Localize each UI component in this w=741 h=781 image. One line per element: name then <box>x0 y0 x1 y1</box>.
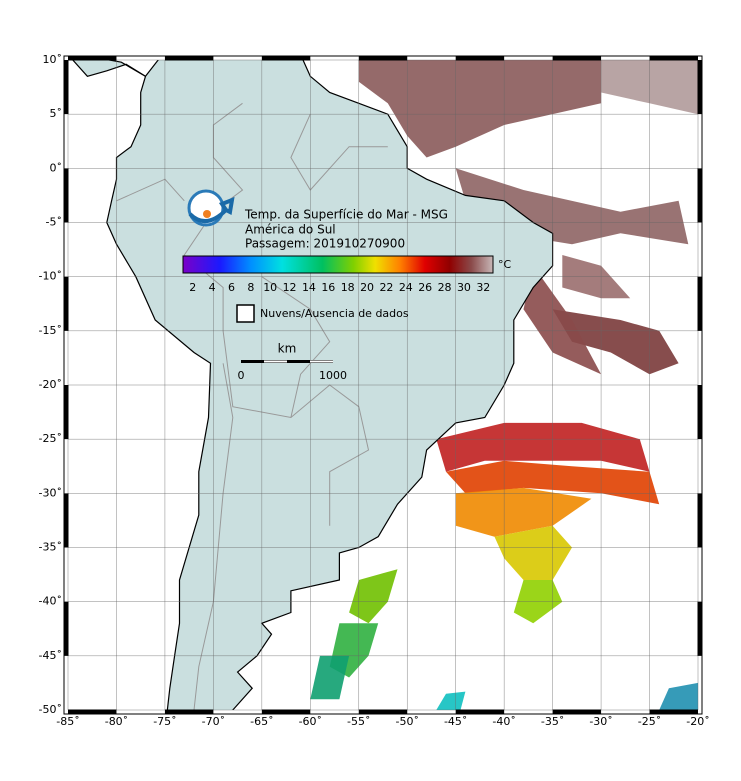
lon-label: -35˚ <box>541 715 564 728</box>
lat-label: -40˚ <box>39 595 62 608</box>
lat-label: -15˚ <box>39 324 62 337</box>
logo-dot <box>203 210 211 218</box>
sst-patch <box>310 655 350 700</box>
colorbar-tick-label: 32 <box>476 281 490 294</box>
lon-label: -20˚ <box>686 715 709 728</box>
colorbar-tick-label: 8 <box>247 281 254 294</box>
lat-label: 0˚ <box>50 161 63 174</box>
no-data-swatch <box>236 304 255 323</box>
map-body <box>68 60 698 710</box>
lon-label: -50˚ <box>395 715 418 728</box>
region: América do Sul <box>245 223 336 237</box>
lon-label: -65˚ <box>250 715 273 728</box>
scale-end: 1000 <box>319 369 347 382</box>
lat-label: -35˚ <box>39 541 62 554</box>
lat-label: 10˚ <box>43 53 63 66</box>
lat-label: -45˚ <box>39 649 62 662</box>
scale-bar-segment <box>310 360 333 363</box>
scale-start: 0 <box>238 369 245 382</box>
lon-label: -25˚ <box>638 715 661 728</box>
sst-patch <box>455 487 592 537</box>
logo-arrow <box>188 196 235 223</box>
colorbar-tick-label: 4 <box>209 281 216 294</box>
border-line <box>261 276 331 418</box>
lat-label: -50˚ <box>39 703 62 716</box>
legend: Temp. da Superfície do Mar - MSG América… <box>182 189 512 382</box>
sst-patch <box>552 309 679 375</box>
colorbar-tick-label: 22 <box>379 281 393 294</box>
sst-patch <box>349 569 398 624</box>
colorbar-unit: °C <box>498 258 512 271</box>
coordinate-labels: 10˚ 5˚ 0˚ -5˚ -10˚ -15˚ -20˚ -25˚ -30˚ -35˚ -40˚ -4… <box>39 53 710 728</box>
colorbar-tick-label: 16 <box>321 281 335 294</box>
lon-label: -60˚ <box>299 715 322 728</box>
pass: Passagem: 201910270900 <box>245 237 405 251</box>
scale-unit: km <box>278 342 297 356</box>
colorbar-tick-label: 10 <box>263 281 277 294</box>
lon-label: -80˚ <box>105 715 128 728</box>
scale-bar-segment <box>264 360 287 363</box>
title: Temp. da Superfície do Mar - MSG <box>244 208 448 222</box>
lon-label: -40˚ <box>492 715 515 728</box>
lon-label: -30˚ <box>589 715 612 728</box>
lon-label: -55˚ <box>347 715 370 728</box>
lat-label: -25˚ <box>39 432 62 445</box>
lat-label: -30˚ <box>39 486 62 499</box>
colorbar-tick-label: 26 <box>418 281 432 294</box>
land <box>71 60 146 77</box>
lon-label: -70˚ <box>202 715 225 728</box>
colorbar-tick-label: 12 <box>283 281 297 294</box>
lat-label: -5˚ <box>46 216 62 229</box>
colorbar-tick-label: 14 <box>302 281 316 294</box>
lon-label: -45˚ <box>444 715 467 728</box>
colorbar-tick-label: 28 <box>438 281 452 294</box>
sst-patch <box>659 682 698 710</box>
colorbar-tick-label: 6 <box>228 281 235 294</box>
colorbar <box>182 255 494 274</box>
sst-patch <box>436 691 466 710</box>
lat-label: -20˚ <box>39 378 62 391</box>
colorbar-tick-label: 2 <box>189 281 196 294</box>
lat-label: -10˚ <box>39 270 62 283</box>
colorbar-ticks: 2 4 6 8 10 12 14 16 18 20 22 24 26 28 30 32 <box>189 281 490 294</box>
colorbar-tick-label: 20 <box>360 281 374 294</box>
lon-label: -85˚ <box>56 715 79 728</box>
sst-patch <box>436 422 650 472</box>
colorbar-tick-label: 18 <box>341 281 355 294</box>
lon-label: -75˚ <box>153 715 176 728</box>
colorbar-tick-label: 30 <box>457 281 471 294</box>
no-data-label: Nuvens/Ausencia de dados <box>260 307 409 320</box>
sst-patch <box>523 265 602 375</box>
colorbar-tick-label: 24 <box>399 281 413 294</box>
sst-patch <box>358 60 602 158</box>
lat-label: 5˚ <box>50 107 63 120</box>
frame <box>63 55 703 715</box>
